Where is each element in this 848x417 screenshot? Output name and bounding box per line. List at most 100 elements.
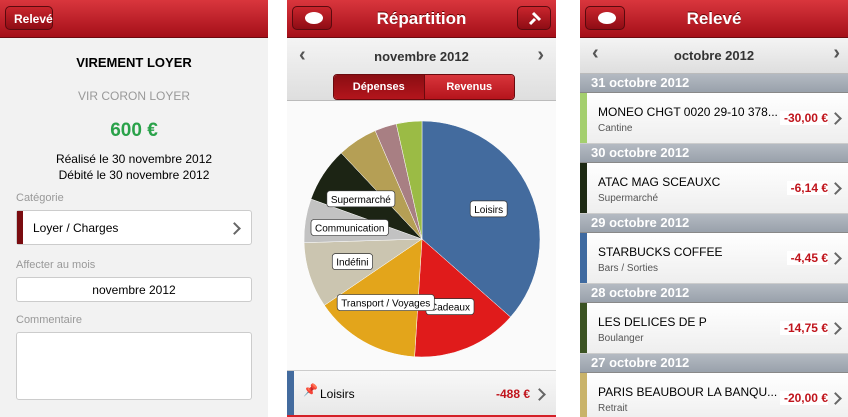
color-strip — [580, 303, 587, 353]
detail-screen: Relevé VIREMENT LOYER VIR CORON LOYER 60… — [0, 0, 268, 417]
transaction-amount: -30,00 € — [779, 111, 828, 125]
tab-selected[interactable]: Dépenses — [334, 75, 424, 99]
category-list: 📌 Loisirs -488 € — [287, 370, 556, 417]
pin-button[interactable] — [517, 6, 551, 30]
transaction-row[interactable]: STARBUCKS COFFEE Bars / Sorties -4,45 € — [580, 233, 848, 284]
pie-screen: Répartition ‹ › novembre 2012 Dépenses R… — [287, 0, 556, 417]
transaction-name: LES DELICES DE P — [598, 315, 707, 329]
transaction-name: MONEO CHGT 0020 29-10 378... — [598, 105, 778, 119]
prev-arrow[interactable]: ‹ — [299, 44, 306, 66]
transaction-amount: -6,14 € — [786, 181, 828, 195]
amount: 600 € — [110, 120, 158, 141]
slice-label: Supermarché — [326, 190, 396, 208]
slice-label: Transport / Voyages — [336, 294, 435, 311]
category-amount: -488 € — [495, 387, 530, 401]
next-row — [287, 415, 556, 417]
month: novembre 2012 — [92, 283, 176, 297]
slice-label-text: Transport / Voyages — [341, 299, 430, 310]
label-box — [331, 253, 373, 270]
transaction-category: Supermarché — [598, 193, 659, 204]
slice-label-text: Supermarché — [331, 195, 391, 206]
comment-field[interactable] — [16, 332, 252, 400]
color-strip — [580, 233, 587, 283]
subtitle: VIR CORON LOYER — [77, 89, 191, 103]
month-bar — [580, 38, 848, 74]
slice-label: Communication — [310, 219, 389, 236]
pin-icon: 📌 — [303, 383, 318, 397]
next-arrow[interactable]: › — [833, 42, 840, 64]
pin-icon — [528, 11, 542, 26]
chevron — [829, 252, 842, 265]
date-header: 30 octobre 2012 — [580, 144, 848, 163]
debited-date: Débité le 30 novembre 2012 — [58, 168, 210, 182]
transaction-name: PARIS BEAUBOUR LA BANQU... — [598, 385, 778, 399]
menu-button[interactable] — [292, 6, 332, 30]
slice-label: Loisirs — [469, 200, 508, 218]
transaction-row[interactable]: ATAC MAG SCEAUXC Supermarché -6,14 € — [580, 163, 848, 214]
header-title: Répartition — [376, 9, 467, 28]
color-strip — [580, 373, 587, 417]
transaction-name: STARBUCKS COFFEE — [598, 245, 723, 259]
bubble-icon — [305, 12, 323, 24]
transaction-name: ATAC MAG SCEAUXC — [598, 175, 721, 189]
date-header: 29 octobre 2012 — [580, 214, 848, 233]
bubble-icon — [598, 12, 616, 24]
realised-date: Réalisé le 30 novembre 2012 — [55, 152, 213, 166]
next-arrow[interactable]: › — [537, 44, 544, 66]
category-color — [17, 211, 23, 244]
chevron — [829, 182, 842, 195]
label-box — [326, 190, 396, 208]
transaction-category: Retrait — [598, 403, 628, 414]
transaction-amount: -14,75 € — [779, 321, 828, 335]
label-box — [469, 200, 508, 218]
month-field[interactable]: novembre 2012 — [16, 277, 252, 302]
pie-slice — [414, 238, 511, 358]
menu-button[interactable] — [585, 6, 625, 30]
transaction-category: Boulanger — [598, 333, 644, 344]
label-box — [336, 294, 435, 311]
title: VIREMENT LOYER — [76, 55, 192, 70]
color-strip — [580, 93, 587, 143]
pie-slice — [421, 120, 541, 318]
category-name: Loisirs — [320, 387, 355, 401]
date-header: 27 octobre 2012 — [580, 354, 848, 373]
category-field[interactable]: Loyer / Charges — [16, 210, 252, 245]
header-title: Relevé — [686, 9, 742, 28]
chevron — [533, 388, 546, 401]
slice-label: Indéfini — [331, 253, 373, 270]
transaction-row[interactable]: LES DELICES DE P Boulanger -14,75 € — [580, 303, 848, 354]
slice-label-text: Loisirs — [474, 205, 503, 216]
transaction-category: Cantine — [598, 123, 633, 134]
month: novembre 2012 — [374, 49, 469, 64]
statement-screen: Relevé ‹ › octobre 2012 31 octobre 2012 M… — [580, 0, 848, 417]
slice-label-text: Indéfini — [336, 258, 368, 269]
color-strip — [287, 371, 294, 415]
transaction-category: Bars / Sorties — [598, 263, 659, 274]
tab[interactable]: Revenus — [423, 75, 514, 99]
date-header: 31 octobre 2012 — [580, 74, 848, 93]
label: Catégorie — [16, 192, 64, 204]
prev-arrow[interactable]: ‹ — [592, 42, 599, 64]
date-header: 28 octobre 2012 — [580, 284, 848, 303]
label: Commentaire — [16, 314, 83, 326]
chevron — [829, 322, 842, 335]
chevron — [829, 112, 842, 125]
pie-slice — [395, 120, 423, 240]
category-row[interactable]: 📌 Loisirs -488 € — [287, 370, 556, 415]
chevron — [829, 392, 842, 405]
segmented-control: Dépenses Revenus — [333, 74, 515, 100]
category: Loyer / Charges — [33, 221, 119, 235]
transaction-row[interactable]: MONEO CHGT 0020 29-10 378... Cantine -30,0… — [580, 93, 848, 144]
chevron — [228, 222, 241, 235]
color-strip — [580, 163, 587, 213]
slice-label-text: Cadeaux — [430, 303, 470, 314]
transaction-row[interactable]: PARIS BEAUBOUR LA BANQU... Retrait -20,00 … — [580, 373, 848, 417]
back-button[interactable]: Relevé — [5, 6, 53, 30]
month: octobre 2012 — [673, 48, 755, 63]
transaction-amount: -4,45 € — [786, 251, 828, 265]
label: Affecter au mois — [16, 259, 96, 271]
label-box — [310, 219, 389, 236]
transaction-amount: -20,00 € — [779, 391, 828, 405]
